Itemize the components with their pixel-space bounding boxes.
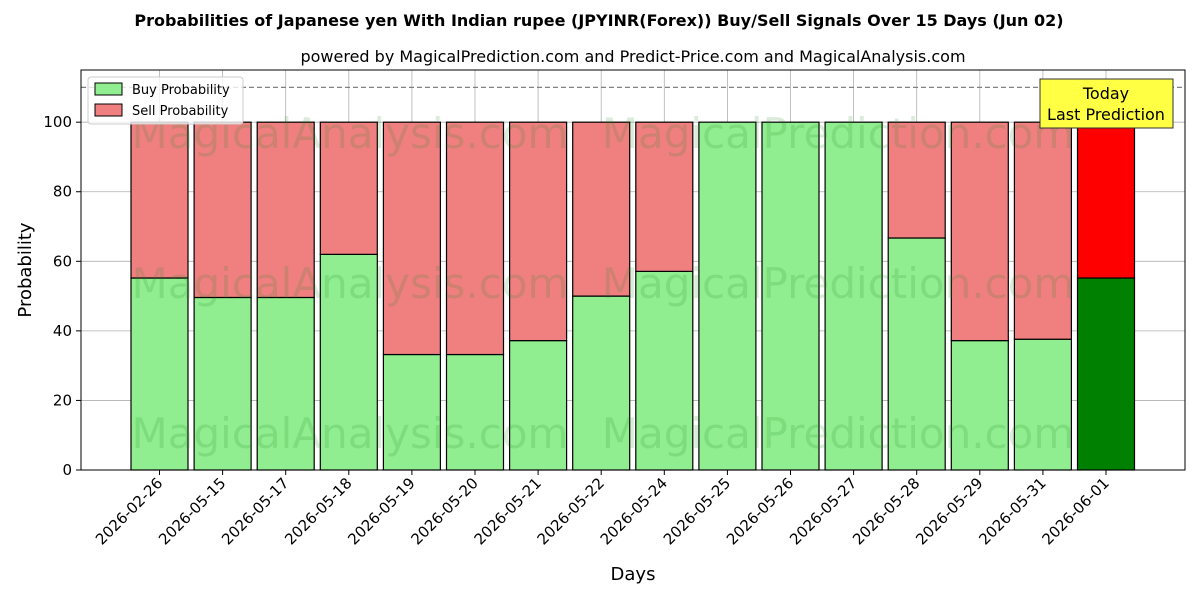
buy-bar	[1013, 338, 1073, 471]
sell-bar	[1076, 121, 1136, 279]
y-tick-label: 0	[62, 461, 72, 479]
y-tick-label: 100	[43, 113, 72, 131]
x-tick-label: 2026-05-22	[534, 474, 608, 548]
sell-bar	[887, 121, 946, 239]
watermark-text: MagicalPrediction.com	[602, 109, 1075, 158]
y-tick-label: 20	[53, 391, 72, 409]
buy-bar	[509, 340, 568, 471]
x-tick-label: 2026-05-25	[660, 474, 734, 548]
buy-bar	[950, 340, 1009, 471]
x-tick-label: 2026-05-26	[723, 474, 797, 548]
x-tick-label: 2026-05-27	[786, 474, 860, 548]
x-tick-label: 2026-05-24	[597, 474, 671, 548]
y-axis-label: Probability	[15, 222, 36, 317]
plot-frame	[80, 69, 1186, 471]
x-tick-label: 2026-06-01	[1038, 474, 1112, 548]
sell-bar	[130, 121, 189, 279]
sell-bar	[319, 121, 378, 255]
sell-bar	[950, 121, 1009, 342]
x-tick-label: 2026-05-21	[471, 474, 545, 548]
buy-bar	[887, 237, 946, 471]
y-tick-label: 80	[53, 183, 72, 201]
buy-bar	[1076, 277, 1136, 471]
watermark-text: MagicalAnalysis.com	[132, 259, 569, 308]
x-tick-label: 2026-02-26	[92, 474, 166, 548]
sell-bar	[572, 121, 631, 297]
buy-bar	[761, 121, 820, 471]
x-tick-label: 2026-05-28	[849, 474, 923, 548]
chart-subtitle: powered by MagicalPrediction.com and Pre…	[300, 47, 965, 66]
watermark-text: MagicalAnalysis.com	[132, 409, 569, 458]
watermark-text: MagicalPrediction.com	[602, 409, 1075, 458]
y-tick-label: 40	[53, 322, 72, 340]
legend-label: Sell Probability	[132, 104, 229, 119]
buy-bar	[319, 253, 378, 471]
buy-bar	[824, 121, 883, 471]
x-tick-label: 2026-05-20	[407, 474, 481, 548]
x-axis-label: Days	[611, 564, 656, 585]
today-annotation-text: Today	[1082, 84, 1129, 103]
today-annotation-box	[1039, 78, 1174, 129]
sell-bar	[509, 121, 568, 342]
x-tick-label: 2026-05-31	[975, 474, 1049, 548]
chart-title: Probabilities of Japanese yen With India…	[134, 11, 1063, 30]
sell-bar	[256, 121, 315, 299]
sell-bar	[445, 121, 505, 356]
sell-bar	[635, 121, 694, 272]
x-tick-label: 2026-05-15	[155, 474, 229, 548]
watermark-text: MagicalPrediction.com	[602, 259, 1075, 308]
buy-bar	[256, 296, 315, 471]
legend-box	[87, 76, 244, 125]
buy-bar	[382, 353, 441, 471]
buy-bar	[698, 121, 757, 471]
buy-bar	[445, 353, 505, 471]
x-tick-label: 2026-05-18	[281, 474, 355, 548]
sell-bar	[382, 121, 441, 356]
y-tick-label: 60	[53, 252, 72, 270]
x-tick-label: 2026-05-29	[912, 474, 986, 548]
plot-area: MagicalAnalysis.com MagicalPrediction.com…	[43, 69, 1186, 548]
x-tick-label: 2026-05-19	[344, 474, 418, 548]
buy-bar	[635, 270, 694, 471]
legend-swatch	[94, 103, 123, 117]
buy-bar	[193, 296, 252, 471]
legend-swatch	[94, 82, 123, 96]
today-annotation-text: Last Prediction	[1047, 105, 1165, 124]
buy-bar	[572, 295, 631, 471]
legend-label: Buy Probability	[132, 83, 230, 98]
x-tick-label: 2026-05-17	[218, 474, 292, 548]
